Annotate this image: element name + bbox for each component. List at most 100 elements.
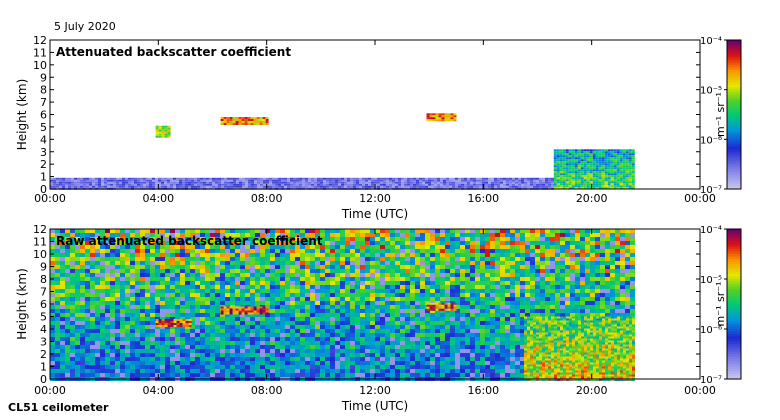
heatmap-cell <box>190 325 195 329</box>
heatmap-cell <box>130 241 135 245</box>
heatmap-cell <box>200 281 205 285</box>
heatmap-cell <box>170 301 175 305</box>
heatmap-cell <box>150 357 155 361</box>
heatmap-cell <box>320 297 325 301</box>
heatmap-cell <box>116 185 119 188</box>
heatmap-cell <box>275 361 280 365</box>
heatmap-cell <box>280 233 285 237</box>
heatmap-cell <box>460 293 465 297</box>
heatmap-cell <box>400 229 405 233</box>
heatmap-cell <box>280 353 285 357</box>
heatmap-cell <box>244 117 248 119</box>
heatmap-cell <box>450 253 455 257</box>
heatmap-cell <box>241 123 245 125</box>
heatmap-cell <box>375 297 380 301</box>
heatmap-cell <box>120 253 125 257</box>
heatmap-cell <box>323 183 326 186</box>
heatmap-cell <box>571 159 575 162</box>
heatmap-cell <box>150 313 155 317</box>
heatmap-cell <box>253 121 257 123</box>
heatmap-cell <box>330 349 335 353</box>
heatmap-cell <box>430 241 435 245</box>
heatmap-cell <box>215 253 220 257</box>
heatmap-cell <box>145 337 150 341</box>
heatmap-cell <box>131 183 134 186</box>
heatmap-cell <box>225 369 230 373</box>
heatmap-cell <box>415 321 420 325</box>
heatmap-cell <box>350 229 355 233</box>
heatmap-cell <box>200 345 205 349</box>
heatmap-cell <box>450 353 455 357</box>
heatmap-cell <box>188 185 191 188</box>
heatmap-cell <box>215 313 220 317</box>
heatmap-cell <box>110 313 115 317</box>
heatmap-cell <box>320 309 325 313</box>
heatmap-cell <box>220 119 224 121</box>
heatmap-cell <box>55 241 60 245</box>
heatmap-cell <box>330 293 335 297</box>
heatmap-cell <box>95 309 100 313</box>
heatmap-cell <box>473 185 476 188</box>
heatmap-cell <box>86 183 89 186</box>
heatmap-cell <box>616 175 620 178</box>
heatmap-cell <box>250 229 255 233</box>
heatmap-cell <box>200 313 205 317</box>
heatmap-cell <box>440 317 445 321</box>
heatmap-cell <box>197 179 200 182</box>
heatmap-cell <box>338 185 341 188</box>
heatmap-cell <box>407 183 410 186</box>
heatmap-cell <box>465 289 470 293</box>
heatmap-cell <box>420 365 425 369</box>
heatmap-cell <box>631 185 635 188</box>
heatmap-cell <box>380 361 385 365</box>
heatmap-cell <box>330 253 335 257</box>
heatmap-cell <box>360 249 365 253</box>
heatmap-cell <box>280 241 285 245</box>
heatmap-cell <box>86 181 89 184</box>
heatmap-cell <box>281 177 284 180</box>
heatmap-cell <box>390 257 395 261</box>
heatmap-cell <box>200 181 203 184</box>
heatmap-cell <box>74 181 77 184</box>
heatmap-cell <box>278 177 281 180</box>
x-tick-label: 08:00 <box>251 192 283 205</box>
heatmap-cell <box>95 265 100 269</box>
heatmap-cell <box>344 177 347 180</box>
heatmap-cell <box>465 241 470 245</box>
heatmap-cell <box>536 181 539 184</box>
heatmap-cell <box>426 113 430 116</box>
heatmap-cell <box>458 177 461 180</box>
heatmap-cell <box>455 237 460 241</box>
heatmap-cell <box>175 337 180 341</box>
heatmap-cell <box>335 369 340 373</box>
heatmap-cell <box>330 333 335 337</box>
heatmap-cell <box>55 365 60 369</box>
heatmap-cell <box>445 281 450 285</box>
heatmap-cell <box>619 167 623 170</box>
heatmap-cell <box>135 281 140 285</box>
heatmap-cell <box>360 361 365 365</box>
heatmap-cell <box>107 181 110 184</box>
heatmap-cell <box>415 305 420 309</box>
heatmap-cell <box>259 123 263 125</box>
heatmap-cell <box>310 245 315 249</box>
heatmap-cell <box>335 321 340 325</box>
heatmap-cell <box>115 317 120 321</box>
heatmap-cell <box>390 329 395 333</box>
heatmap-cell <box>355 277 360 281</box>
heatmap-cell <box>85 309 90 313</box>
heatmap-cell <box>285 369 290 373</box>
heatmap-cell <box>604 179 608 182</box>
heatmap-cell <box>430 281 435 285</box>
heatmap-cell <box>375 349 380 353</box>
heatmap-cell <box>610 157 614 160</box>
heatmap-cell <box>455 293 460 297</box>
heatmap-cell <box>209 177 212 180</box>
heatmap-cell <box>244 123 248 125</box>
heatmap-cell <box>389 183 392 186</box>
heatmap-cell <box>210 349 215 353</box>
heatmap-cell <box>95 285 100 289</box>
heatmap-cell <box>275 317 280 321</box>
heatmap-cell <box>415 341 420 345</box>
heatmap-cell <box>628 175 632 178</box>
